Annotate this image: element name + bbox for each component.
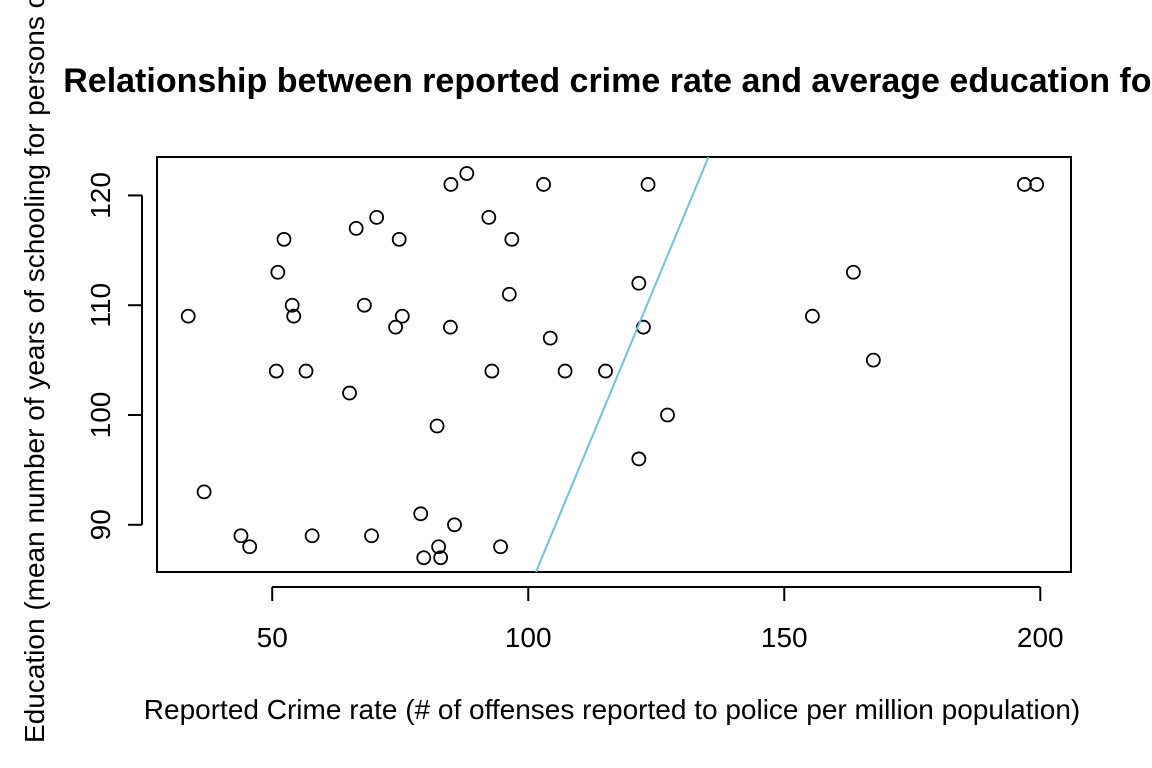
data-point [369, 209, 385, 225]
data-point [284, 297, 300, 313]
data-point [536, 177, 551, 192]
data-point [805, 308, 820, 324]
data-point [431, 539, 447, 555]
data-point [557, 363, 573, 379]
data-point [388, 319, 404, 335]
data-point [356, 297, 372, 313]
data-point [413, 506, 429, 522]
points-layer [180, 166, 1045, 566]
data-point [180, 308, 196, 324]
regression-layer [534, 156, 710, 573]
data-point [242, 539, 258, 555]
data-point [348, 220, 364, 236]
data-point [504, 231, 520, 247]
y-axis-label: Education (mean number of years of schoo… [19, 0, 50, 743]
data-point [304, 528, 320, 544]
data-point [1029, 177, 1045, 192]
plot-frame [156, 156, 1072, 573]
data-point [286, 308, 302, 324]
data-point [443, 319, 458, 335]
data-point [394, 308, 410, 324]
data-point [459, 166, 475, 181]
y-tick-label: 100 [85, 392, 116, 439]
data-point [270, 264, 286, 280]
data-point [416, 550, 432, 566]
data-point [268, 363, 284, 379]
data-point [443, 177, 459, 192]
data-point [493, 539, 508, 555]
data-point [391, 231, 407, 247]
data-point [865, 352, 881, 368]
data-point [433, 550, 449, 566]
regression-line [534, 156, 710, 573]
data-point [542, 330, 558, 346]
x-tick-label: 100 [505, 622, 552, 653]
data-point [233, 528, 249, 544]
data-point [447, 517, 462, 533]
data-point [631, 275, 647, 291]
data-point [276, 231, 292, 247]
data-point [660, 407, 675, 423]
data-point [631, 451, 647, 467]
x-tick-label: 150 [761, 622, 808, 653]
data-point [640, 177, 656, 192]
data-point [598, 363, 613, 379]
y-tick-label: 110 [85, 283, 116, 328]
data-point [342, 385, 357, 401]
data-point [364, 528, 379, 544]
data-point [484, 363, 500, 379]
data-point [196, 484, 212, 500]
y-axis: 90 100 110 120 [85, 172, 143, 540]
y-tick-label: 90 [85, 509, 116, 540]
x-axis-label: Reported Crime rate (# of offenses repor… [144, 694, 1080, 725]
x-tick-label: 200 [1017, 622, 1064, 653]
x-tick-label: 50 [257, 622, 288, 653]
x-axis: 50 100 150 200 [257, 586, 1064, 653]
data-point [845, 264, 861, 280]
data-point [1017, 177, 1032, 192]
y-tick-label: 120 [85, 172, 116, 219]
data-point [501, 286, 517, 302]
data-point [429, 418, 445, 434]
chart-title: Relationship between reported crime rate… [63, 62, 1152, 100]
data-point [481, 209, 497, 225]
data-point [298, 363, 314, 379]
